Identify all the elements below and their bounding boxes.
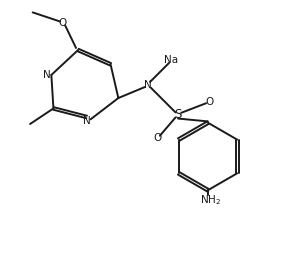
Text: O: O <box>153 133 161 143</box>
Text: N: N <box>43 70 51 80</box>
Text: Na: Na <box>164 55 179 66</box>
Text: N: N <box>83 116 91 126</box>
Text: O: O <box>205 97 213 107</box>
Text: N: N <box>144 80 152 90</box>
Text: S: S <box>174 108 182 121</box>
Text: NH$_2$: NH$_2$ <box>200 193 221 207</box>
Text: O: O <box>58 18 67 28</box>
